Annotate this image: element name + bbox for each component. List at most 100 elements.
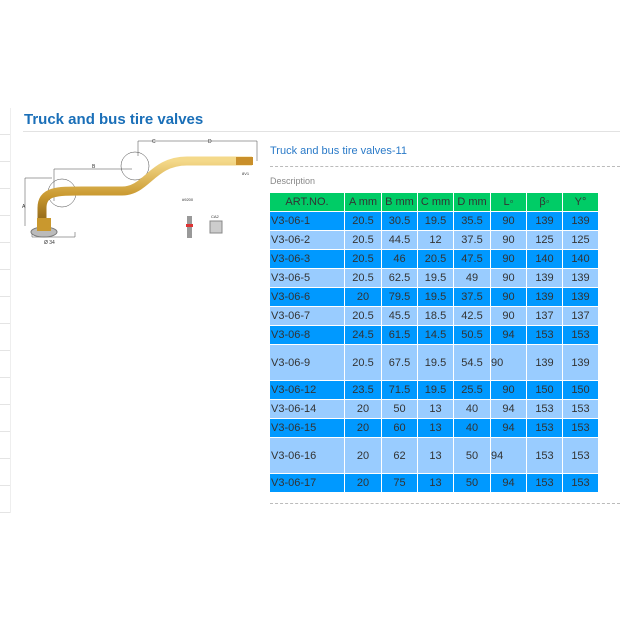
art-no-cell: V3-06-1 <box>269 211 345 231</box>
value-cell: 13 <box>417 473 454 493</box>
value-cell: 94 <box>490 399 527 419</box>
value-cell: 153 <box>562 437 599 474</box>
art-no-cell: V3-06-12 <box>269 380 345 400</box>
value-cell: 139 <box>526 287 563 307</box>
value-cell: 50 <box>453 473 491 493</box>
value-cell: 19.5 <box>417 211 454 231</box>
value-cell: 20 <box>344 418 382 438</box>
table-row: V3-06-7 20.5 45.5 18.5 42.5 90 137 137 <box>269 306 599 326</box>
value-cell: 44.5 <box>381 230 418 250</box>
table-row: V3-06-17 20 75 13 50 94 153 153 <box>269 473 599 493</box>
value-cell: 71.5 <box>381 380 418 400</box>
value-cell: 20.5 <box>417 249 454 269</box>
label-c: C <box>152 139 156 145</box>
divider <box>23 131 620 132</box>
value-cell: 90 <box>490 344 527 381</box>
value-cell: 20.5 <box>344 211 382 231</box>
label-b: B <box>92 164 96 170</box>
value-cell: 30.5 <box>381 211 418 231</box>
value-cell: 20.5 <box>344 306 382 326</box>
spec-table: ART.NO. A mm B mm C mm D mm L◦ β◦ Y° V3-06-1 20.… <box>269 192 599 493</box>
value-cell: 20.5 <box>344 344 382 381</box>
value-cell: 153 <box>562 473 599 493</box>
art-no-cell: V3-06-5 <box>269 268 345 288</box>
value-cell: 150 <box>562 380 599 400</box>
label-cap: CA2 <box>211 214 220 219</box>
label-core: #9200 <box>182 197 194 202</box>
value-cell: 62.5 <box>381 268 418 288</box>
value-cell: 19.5 <box>417 344 454 381</box>
value-cell: 12 <box>417 230 454 250</box>
column-header: B mm <box>381 192 418 212</box>
value-cell: 150 <box>526 380 563 400</box>
value-cell: 90 <box>490 249 527 269</box>
value-cell: 153 <box>526 325 563 345</box>
value-cell: 90 <box>490 230 527 250</box>
table-row: V3-06-3 20.5 46 20.5 47.5 90 140 140 <box>269 249 599 269</box>
value-cell: 20 <box>344 399 382 419</box>
value-cell: 153 <box>562 418 599 438</box>
page-title: Truck and bus tire valves <box>24 111 204 128</box>
value-cell: 94 <box>490 325 527 345</box>
left-sidebar <box>0 108 11 513</box>
value-cell: 60 <box>381 418 418 438</box>
table-row: V3-06-6 20 79.5 19.5 37.5 90 139 139 <box>269 287 599 307</box>
value-cell: 47.5 <box>453 249 491 269</box>
value-cell: 137 <box>562 306 599 326</box>
value-cell: 42.5 <box>453 306 491 326</box>
table-row: V3-06-5 20.5 62.5 19.5 49 90 139 139 <box>269 268 599 288</box>
table-row: V3-06-9 20.5 67.5 19.5 54.5 90 139 139 <box>269 344 599 381</box>
value-cell: 46 <box>381 249 418 269</box>
value-cell: 125 <box>562 230 599 250</box>
table-row: V3-06-8 24.5 61.5 14.5 50.5 94 153 153 <box>269 325 599 345</box>
table-header: ART.NO. A mm B mm C mm D mm L◦ β◦ Y° <box>269 192 599 212</box>
column-header: D mm <box>453 192 491 212</box>
value-cell: 153 <box>526 473 563 493</box>
value-cell: 18.5 <box>417 306 454 326</box>
value-cell: 90 <box>490 211 527 231</box>
value-cell: 54.5 <box>453 344 491 381</box>
valve-diagram-image: A B C D Ø 34 #9200 CA2 8V1 <box>22 139 258 246</box>
value-cell: 140 <box>562 249 599 269</box>
value-cell: 125 <box>526 230 563 250</box>
value-cell: 139 <box>526 268 563 288</box>
label-d: D <box>208 139 212 145</box>
value-cell: 50.5 <box>453 325 491 345</box>
table-row: V3-06-14 20 50 13 40 94 153 153 <box>269 399 599 419</box>
value-cell: 75 <box>381 473 418 493</box>
value-cell: 139 <box>562 287 599 307</box>
value-cell: 20.5 <box>344 230 382 250</box>
value-cell: 90 <box>490 380 527 400</box>
value-cell: 153 <box>562 325 599 345</box>
art-no-cell: V3-06-16 <box>269 437 345 474</box>
description-label: Description <box>270 176 316 186</box>
table-row: V3-06-16 20 62 13 50 94 153 153 <box>269 437 599 474</box>
art-no-cell: V3-06-14 <box>269 399 345 419</box>
value-cell: 19.5 <box>417 268 454 288</box>
value-cell: 67.5 <box>381 344 418 381</box>
value-cell: 90 <box>490 306 527 326</box>
value-cell: 13 <box>417 437 454 474</box>
value-cell: 13 <box>417 399 454 419</box>
value-cell: 13 <box>417 418 454 438</box>
value-cell: 35.5 <box>453 211 491 231</box>
art-no-cell: V3-06-2 <box>269 230 345 250</box>
value-cell: 50 <box>381 399 418 419</box>
divider <box>270 166 620 167</box>
value-cell: 49 <box>453 268 491 288</box>
art-no-cell: V3-06-6 <box>269 287 345 307</box>
value-cell: 20 <box>344 287 382 307</box>
column-header: A mm <box>344 192 382 212</box>
value-cell: 94 <box>490 473 527 493</box>
art-no-cell: V3-06-17 <box>269 473 345 493</box>
value-cell: 139 <box>562 268 599 288</box>
value-cell: 140 <box>526 249 563 269</box>
table-row: V3-06-15 20 60 13 40 94 153 153 <box>269 418 599 438</box>
value-cell: 20 <box>344 437 382 474</box>
art-no-cell: V3-06-15 <box>269 418 345 438</box>
value-cell: 20.5 <box>344 249 382 269</box>
value-cell: 153 <box>526 399 563 419</box>
value-cell: 139 <box>562 344 599 381</box>
value-cell: 40 <box>453 399 491 419</box>
value-cell: 24.5 <box>344 325 382 345</box>
